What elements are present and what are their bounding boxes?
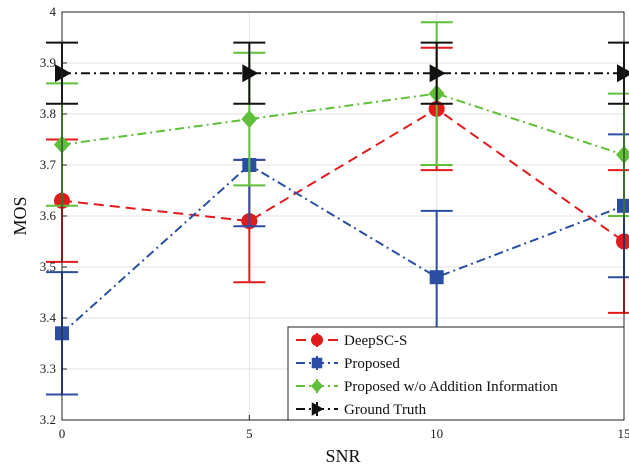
y-tick-label: 3.8 bbox=[40, 106, 56, 121]
legend-marker bbox=[311, 379, 323, 393]
y-tick-label: 3.2 bbox=[40, 412, 56, 427]
y-tick-label: 3.7 bbox=[40, 157, 57, 172]
legend-box bbox=[287, 326, 625, 421]
series-line bbox=[61, 163, 625, 335]
y-tick-label: 3.9 bbox=[40, 55, 56, 70]
series-line bbox=[61, 92, 625, 156]
y-tick-label: 3.6 bbox=[40, 208, 57, 223]
series-line bbox=[61, 107, 625, 243]
legend-marker bbox=[311, 357, 323, 369]
x-tick-label: 0 bbox=[59, 426, 66, 441]
data-point bbox=[242, 64, 259, 83]
data-point bbox=[616, 145, 629, 164]
x-axis-label: SNR bbox=[325, 446, 360, 466]
legend-label: Proposed bbox=[344, 356, 400, 372]
legend: DeepSC-S Proposed Proposed w/o Addition In… bbox=[287, 326, 625, 421]
y-tick-label: 3.3 bbox=[40, 361, 56, 376]
data-point bbox=[429, 270, 444, 285]
x-tick-label: 10 bbox=[430, 426, 443, 441]
legend-label: DeepSC-S bbox=[344, 333, 407, 349]
legend-label: Ground Truth bbox=[344, 402, 427, 418]
legend-item-2: Proposed w/o Addition Information bbox=[296, 379, 558, 395]
series-layer bbox=[46, 21, 629, 396]
y-tick-label: 3.5 bbox=[40, 259, 56, 274]
data-point bbox=[429, 64, 446, 83]
legend-marker bbox=[311, 334, 323, 346]
ticks: 0 5 10 15 3.2 3.3 3.4 3.5 3.6 3.7 3.8 3.9 4 bbox=[40, 4, 629, 441]
data-point bbox=[241, 110, 258, 129]
y-tick-label: 3.4 bbox=[40, 310, 57, 325]
legend-item-3: Ground Truth bbox=[296, 402, 427, 418]
y-tick-label: 4 bbox=[50, 4, 57, 19]
data-point bbox=[617, 64, 629, 83]
x-tick-label: 15 bbox=[618, 426, 629, 441]
y-axis-label: MOS bbox=[10, 196, 30, 235]
legend-label: Proposed w/o Addition Information bbox=[344, 379, 558, 395]
legend-marker bbox=[311, 402, 324, 416]
legend-item-0: DeepSC-S bbox=[296, 333, 407, 349]
data-point bbox=[616, 233, 629, 250]
legend-item-1: Proposed bbox=[296, 356, 400, 372]
x-tick-label: 5 bbox=[246, 426, 253, 441]
data-point bbox=[55, 64, 71, 83]
